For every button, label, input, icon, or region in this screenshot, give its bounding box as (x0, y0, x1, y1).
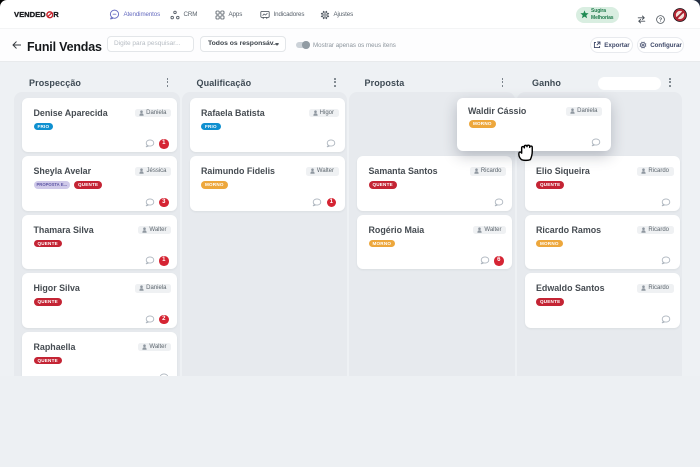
svg-text:?: ? (659, 17, 662, 23)
